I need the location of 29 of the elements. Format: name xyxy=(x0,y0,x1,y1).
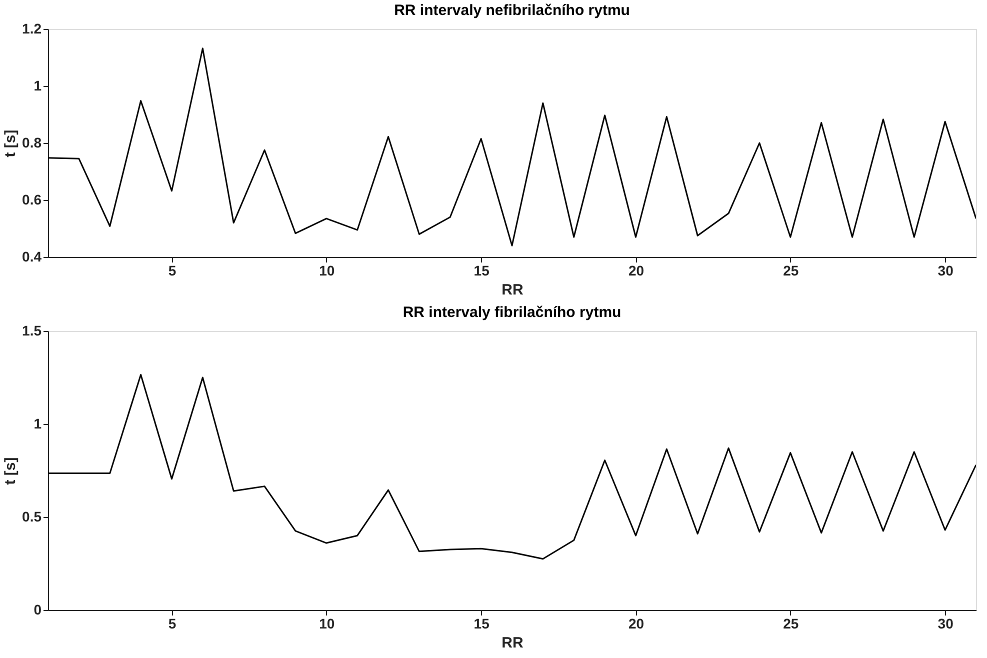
y-axis-title: t [s] xyxy=(2,457,20,485)
x-tick-label: 5 xyxy=(168,262,176,278)
chart-title: RR intervaly nefibrilačního rytmu xyxy=(394,2,630,19)
x-axis-title: RR xyxy=(502,634,524,652)
y-tick-label: 1.5 xyxy=(22,322,42,338)
y-axis-title: t [s] xyxy=(2,130,20,158)
x-axis-title: RR xyxy=(502,282,524,298)
x-tick-label: 25 xyxy=(783,616,799,632)
x-tick-label: 30 xyxy=(938,616,954,632)
x-tick-label: 10 xyxy=(319,616,335,632)
x-tick-label: 20 xyxy=(628,616,644,632)
x-tick-label: 10 xyxy=(319,262,335,278)
x-tick-label: 15 xyxy=(474,262,490,278)
y-tick-label: 0.8 xyxy=(22,134,42,150)
x-tick-label: 30 xyxy=(938,262,954,278)
y-tick-label: 1 xyxy=(34,78,42,94)
y-tick-label: 1.2 xyxy=(22,20,42,36)
x-tick-label: 15 xyxy=(474,616,490,632)
line-series xyxy=(48,48,976,246)
y-tick-label: 0.6 xyxy=(22,192,42,208)
chart-title: RR intervaly fibrilačního rytmu xyxy=(402,304,622,321)
x-tick-label: 20 xyxy=(628,262,644,278)
x-tick-label: 5 xyxy=(168,616,176,632)
x-tick-label: 25 xyxy=(783,262,799,278)
y-tick-label: 0.5 xyxy=(22,508,42,524)
y-tick-label: 0.4 xyxy=(22,248,42,264)
line-series xyxy=(48,374,976,560)
y-tick-label: 1 xyxy=(34,416,42,432)
y-tick-label: 0 xyxy=(34,602,42,618)
